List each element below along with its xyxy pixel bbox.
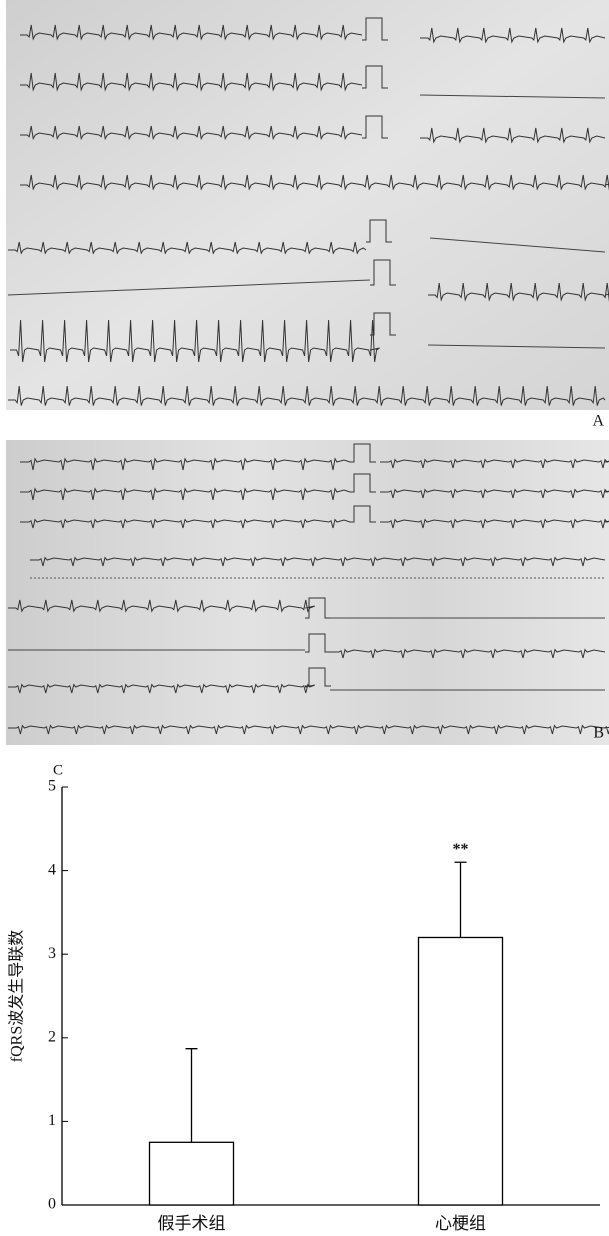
calibration-pulse bbox=[305, 597, 331, 619]
error-bar bbox=[454, 861, 467, 938]
ecg-trace bbox=[420, 127, 606, 144]
ecg-trace bbox=[380, 518, 609, 529]
ecg-trace bbox=[419, 94, 606, 99]
ecg-trace bbox=[20, 72, 363, 92]
ecg-trace bbox=[20, 24, 363, 41]
error-bar bbox=[185, 1048, 198, 1143]
ecg-trace bbox=[8, 683, 315, 694]
calibration-pulse bbox=[305, 667, 331, 687]
ecg-photo-b bbox=[6, 440, 609, 745]
x-tick-label: 心梗组 bbox=[435, 1214, 486, 1233]
calibration-pulse bbox=[350, 443, 376, 463]
bar bbox=[148, 1141, 235, 1206]
ecg-trace bbox=[429, 237, 606, 253]
ecg-trace bbox=[20, 457, 351, 471]
y-axis-label: fQRS波发生导联数 bbox=[8, 930, 26, 1062]
y-tick-label: 5 bbox=[48, 778, 56, 795]
calibration-pulse bbox=[362, 65, 388, 89]
y-tick-label: 3 bbox=[48, 945, 56, 962]
y-tick-label: 2 bbox=[48, 1028, 56, 1045]
ecg-trace bbox=[7, 279, 371, 296]
y-tick-label: 0 bbox=[48, 1196, 56, 1213]
ecg-trace bbox=[8, 599, 315, 613]
ecg-trace bbox=[380, 458, 609, 469]
ecg-trace bbox=[420, 27, 606, 44]
panel-label: A bbox=[592, 413, 604, 430]
calibration-pulse bbox=[362, 115, 388, 139]
ecg-trace bbox=[330, 648, 606, 659]
calibration-pulse bbox=[350, 505, 376, 523]
ecg-trace bbox=[20, 487, 351, 501]
ecg-trace bbox=[8, 385, 606, 406]
x-tick-label: 假手术组 bbox=[158, 1214, 226, 1233]
calibration-pulse bbox=[362, 17, 388, 41]
significance-label: ** bbox=[453, 841, 469, 858]
panel-label: B bbox=[593, 725, 604, 742]
ecg-traces bbox=[7, 17, 609, 735]
ecg-trace bbox=[20, 174, 609, 191]
calibration-pulse bbox=[366, 219, 392, 243]
calibration-pulse bbox=[305, 633, 331, 653]
ecg-trace bbox=[8, 241, 367, 255]
ecg-trace bbox=[380, 488, 609, 499]
y-tick-label: 4 bbox=[48, 861, 56, 878]
ecg-trace bbox=[20, 518, 351, 529]
calibration-pulse bbox=[370, 312, 396, 336]
calibration-pulse bbox=[350, 473, 376, 493]
y-tick-label: 1 bbox=[48, 1112, 56, 1129]
calibration-pulse bbox=[370, 259, 396, 286]
bar bbox=[417, 936, 504, 1206]
ecg-trace bbox=[30, 556, 606, 567]
panel-label: C bbox=[53, 762, 63, 778]
ecg-trace bbox=[428, 282, 609, 302]
ecg-trace bbox=[20, 125, 363, 141]
ecg-trace bbox=[427, 344, 606, 349]
ecg-trace bbox=[8, 724, 609, 735]
ecg-trace bbox=[10, 319, 380, 363]
